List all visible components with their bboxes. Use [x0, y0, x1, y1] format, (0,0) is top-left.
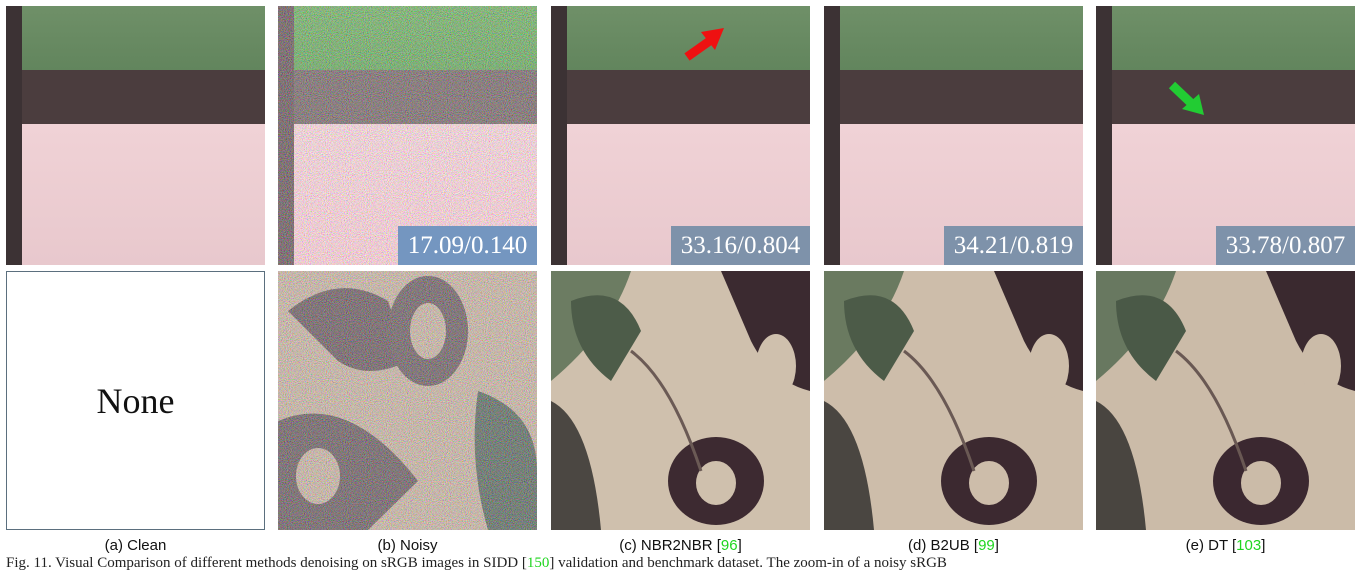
caption-dt: (e) DT [103]	[1096, 537, 1355, 554]
dt-image-bottom	[1096, 271, 1355, 530]
clean-image-top	[6, 6, 265, 265]
figure-caption-text: ] validation and benchmark dataset. The …	[549, 555, 947, 571]
red-arrow-icon	[684, 28, 724, 61]
caption-b2ub: (d) B2UB [99]	[824, 537, 1083, 554]
caption-text: (c) NBR2NBR [	[619, 537, 721, 554]
caption-nbr2nbr: (c) NBR2NBR [96]	[551, 537, 810, 554]
b2ub-image-bottom	[824, 271, 1083, 530]
metric-label: 33.78/0.807	[1216, 226, 1355, 265]
clean-placeholder: None	[6, 271, 265, 530]
noisy-image-top: 17.09/0.140	[278, 6, 537, 265]
metric-label: 33.16/0.804	[671, 226, 810, 265]
green-arrow-icon	[1168, 81, 1204, 115]
caption-text: (d) B2UB [	[908, 537, 979, 554]
citation-link[interactable]: 99	[978, 537, 995, 554]
none-label: None	[96, 381, 175, 421]
nbr2nbr-image-top: 33.16/0.804	[551, 6, 810, 265]
metric-label: 34.21/0.819	[944, 226, 1083, 265]
caption-text: (a) Clean	[104, 537, 167, 554]
caption-text: ]	[994, 537, 999, 554]
citation-link[interactable]: 96	[720, 537, 738, 554]
citation-link[interactable]: 103	[1236, 537, 1262, 554]
caption-text: (e) DT [	[1185, 537, 1237, 554]
b2ub-image-top: 34.21/0.819	[824, 6, 1083, 265]
citation-link[interactable]: 150	[526, 555, 550, 571]
metric-label: 17.09/0.140	[398, 226, 537, 265]
caption-noisy: (b) Noisy	[278, 537, 537, 554]
caption-text: (b) Noisy	[377, 537, 438, 554]
figure-caption-text: Fig. 11. Visual Comparison of different …	[6, 555, 527, 571]
noisy-image-bottom	[278, 271, 537, 530]
caption-clean: (a) Clean	[6, 537, 265, 554]
nbr2nbr-image-bottom	[551, 271, 810, 530]
caption-text: ]	[737, 537, 742, 554]
caption-text: ]	[1261, 537, 1266, 554]
dt-image-top: 33.78/0.807	[1096, 6, 1355, 265]
